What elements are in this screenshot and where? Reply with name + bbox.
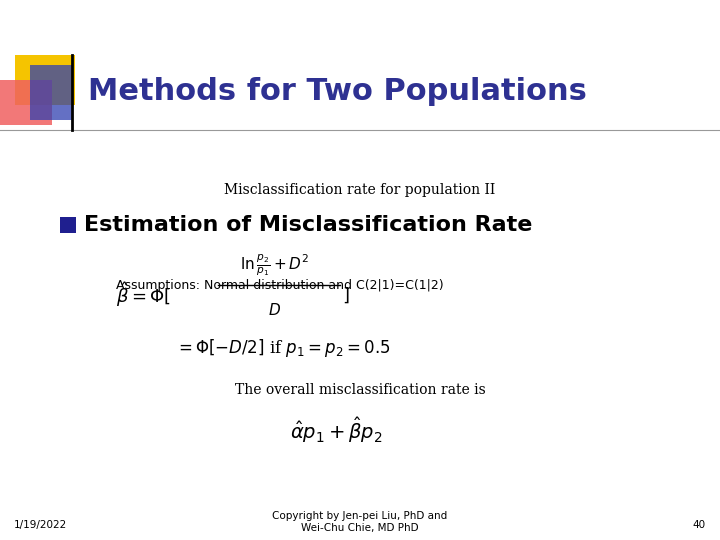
- Text: 40: 40: [693, 520, 706, 530]
- Bar: [0, 80, 52, 125]
- Text: Misclassification rate for population II: Misclassification rate for population II: [225, 183, 495, 197]
- Text: The overall misclassification rate is: The overall misclassification rate is: [235, 383, 485, 397]
- Text: $D$: $D$: [269, 302, 282, 318]
- Text: $\hat{\beta}= \Phi[$: $\hat{\beta}= \Phi[$: [116, 281, 171, 309]
- Bar: [15, 55, 75, 105]
- Text: 1/19/2022: 1/19/2022: [14, 520, 67, 530]
- Text: Estimation of Misclassification Rate: Estimation of Misclassification Rate: [84, 215, 532, 235]
- Text: Copyright by Jen-pei Liu, PhD and
Wei-Chu Chie, MD PhD: Copyright by Jen-pei Liu, PhD and Wei-Ch…: [272, 511, 448, 533]
- Text: Assumptions: Normal distribution and C(2|1)=C(1|2): Assumptions: Normal distribution and C(2…: [116, 279, 444, 292]
- Text: $= \Phi[-D/2]$ if $p_1 = p_2 = 0.5$: $= \Phi[-D/2]$ if $p_1 = p_2 = 0.5$: [175, 337, 390, 359]
- Text: $\hat{\alpha}p_1 + \hat{\beta}p_2$: $\hat{\alpha}p_1 + \hat{\beta}p_2$: [290, 415, 382, 445]
- Bar: [60, 217, 76, 233]
- Bar: [30, 65, 72, 120]
- Text: $]$: $]$: [342, 285, 349, 305]
- Text: $\ln \frac{p_2}{p_1} + D^2$: $\ln \frac{p_2}{p_1} + D^2$: [240, 252, 310, 278]
- Text: Methods for Two Populations: Methods for Two Populations: [88, 78, 587, 106]
